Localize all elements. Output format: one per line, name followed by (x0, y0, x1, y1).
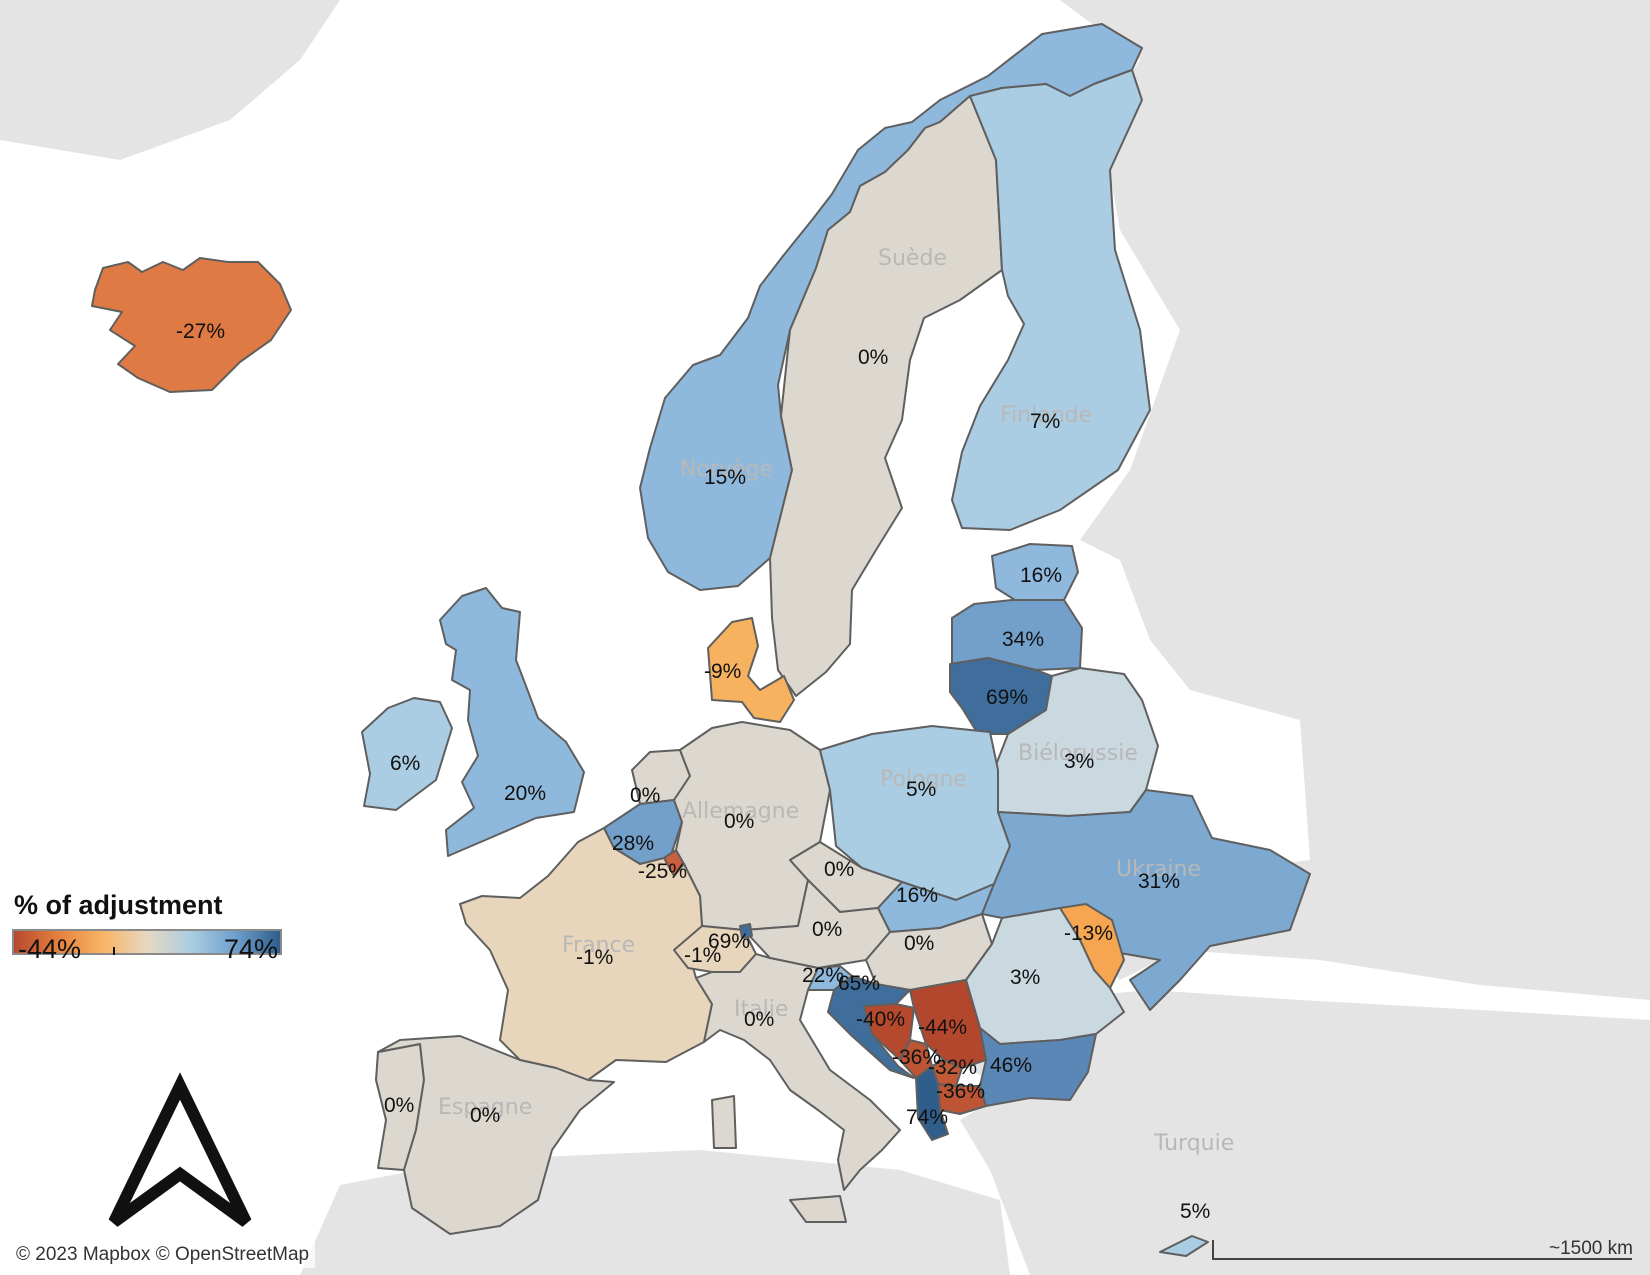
value-label-romania: 3% (1010, 966, 1040, 989)
value-label-cyprus: 5% (1180, 1200, 1210, 1223)
country-bulgaria[interactable] (979, 1027, 1097, 1107)
scale-bar-line (1212, 1258, 1632, 1260)
country-ukraine[interactable] (981, 789, 1311, 1011)
basemap-label: Finlande (1000, 403, 1092, 428)
country-ireland[interactable] (361, 697, 453, 811)
value-label-lithuania: 69% (986, 686, 1028, 709)
scale-bar-tick (1212, 1240, 1214, 1260)
value-label-austria: 0% (812, 918, 842, 941)
basemap-label: Suède (878, 246, 947, 271)
value-label-ukraine: 31% (1138, 870, 1180, 893)
country-estonia[interactable] (991, 543, 1079, 603)
country-albania[interactable] (915, 1065, 949, 1141)
value-label-germany: 0% (724, 810, 754, 833)
value-label-montenegro: -36% (892, 1046, 941, 1069)
value-label-spain: 0% (470, 1104, 500, 1127)
value-label-albania: 74% (906, 1106, 948, 1129)
country-uk[interactable] (439, 587, 585, 857)
basemap-labels: Suède Finlande Norvège Biélorussie Polog… (438, 246, 1234, 1156)
value-label-norway: 15% (704, 466, 746, 489)
basemap-label: Turquie (1153, 1131, 1234, 1156)
legend-gradient-bar (12, 929, 282, 955)
legend-min-label: -44% (18, 934, 82, 964)
legend-max-label: 74% (224, 934, 279, 964)
scale-bar-label: ~1500 km (1549, 1238, 1633, 1259)
value-label-finland: 7% (1030, 410, 1060, 433)
value-label-belarus: 3% (1064, 750, 1094, 773)
value-label-netherlands: 0% (630, 784, 660, 807)
basemap-label: Italie (734, 997, 788, 1022)
value-label-poland: 5% (906, 778, 936, 801)
value-label-slovakia: 16% (896, 884, 938, 907)
basemap-label: Biélorussie (1018, 741, 1138, 766)
basemap-label: Pologne (880, 767, 967, 792)
value-label-slovenia: 22% (802, 964, 844, 987)
value-label-croatia: 65% (838, 972, 880, 995)
value-label-france: -1% (576, 946, 613, 969)
legend-title: % of adjustment (14, 890, 223, 920)
value-label-bosnia: -40% (856, 1008, 905, 1031)
country-liechtenstein[interactable] (739, 923, 753, 939)
value-label-denmark: -9% (704, 660, 741, 683)
country-montenegro[interactable] (899, 1039, 933, 1079)
value-label-portugal: 0% (384, 1094, 414, 1117)
country-finland[interactable] (951, 69, 1151, 531)
country-iceland[interactable] (91, 257, 292, 393)
country-cyprus[interactable] (1159, 1235, 1209, 1257)
value-label-north-macedonia: -36% (936, 1080, 985, 1103)
legend-zero-tick (113, 947, 116, 955)
north-arrow-icon (108, 1072, 252, 1227)
value-label-hungary: 0% (904, 932, 934, 955)
value-label-switzerland: -1% (684, 944, 721, 967)
value-label-latvia: 34% (1002, 628, 1044, 651)
value-label-estonia: 16% (1020, 564, 1062, 587)
basemap-label: France (562, 933, 635, 958)
basemap-label: Norvège (680, 457, 773, 482)
scale-bar: ~1500 km (1212, 1236, 1637, 1260)
basemap-label: Espagne (438, 1095, 532, 1120)
value-label-sweden: 0% (858, 346, 888, 369)
country-sweden[interactable] (769, 95, 1003, 697)
value-labels: -27% 15% 0% 7% 16% 34% 69% 3% -9% 6% 20%… (176, 320, 1210, 1223)
country-spain[interactable] (377, 1035, 615, 1235)
basemap-label: Allemagne (682, 799, 799, 824)
country-denmark[interactable] (707, 617, 795, 723)
value-label-uk: 20% (504, 782, 546, 805)
value-label-czechia: 0% (824, 858, 854, 881)
value-label-italy: 0% (744, 1008, 774, 1031)
value-label-ireland: 6% (390, 752, 420, 775)
country-italy[interactable] (695, 953, 901, 1223)
value-label-moldova: -13% (1064, 922, 1113, 945)
basemap-label: Ukraine (1116, 857, 1201, 882)
map-attribution[interactable]: © 2023 Mapbox © OpenStreetMap (10, 1242, 316, 1268)
value-label-liechtenstein: 69% (708, 930, 750, 953)
value-label-bulgaria: 46% (990, 1054, 1032, 1077)
color-legend: % of adjustment -44% 74% (12, 890, 312, 964)
country-france[interactable] (459, 827, 713, 1081)
value-label-belgium: 28% (612, 832, 654, 855)
value-label-kosovo: -32% (928, 1056, 977, 1079)
value-label-serbia: -44% (918, 1016, 967, 1039)
value-label-iceland: -27% (176, 320, 225, 343)
country-polygons (91, 23, 1311, 1257)
value-label-luxembourg: -25% (638, 860, 687, 883)
